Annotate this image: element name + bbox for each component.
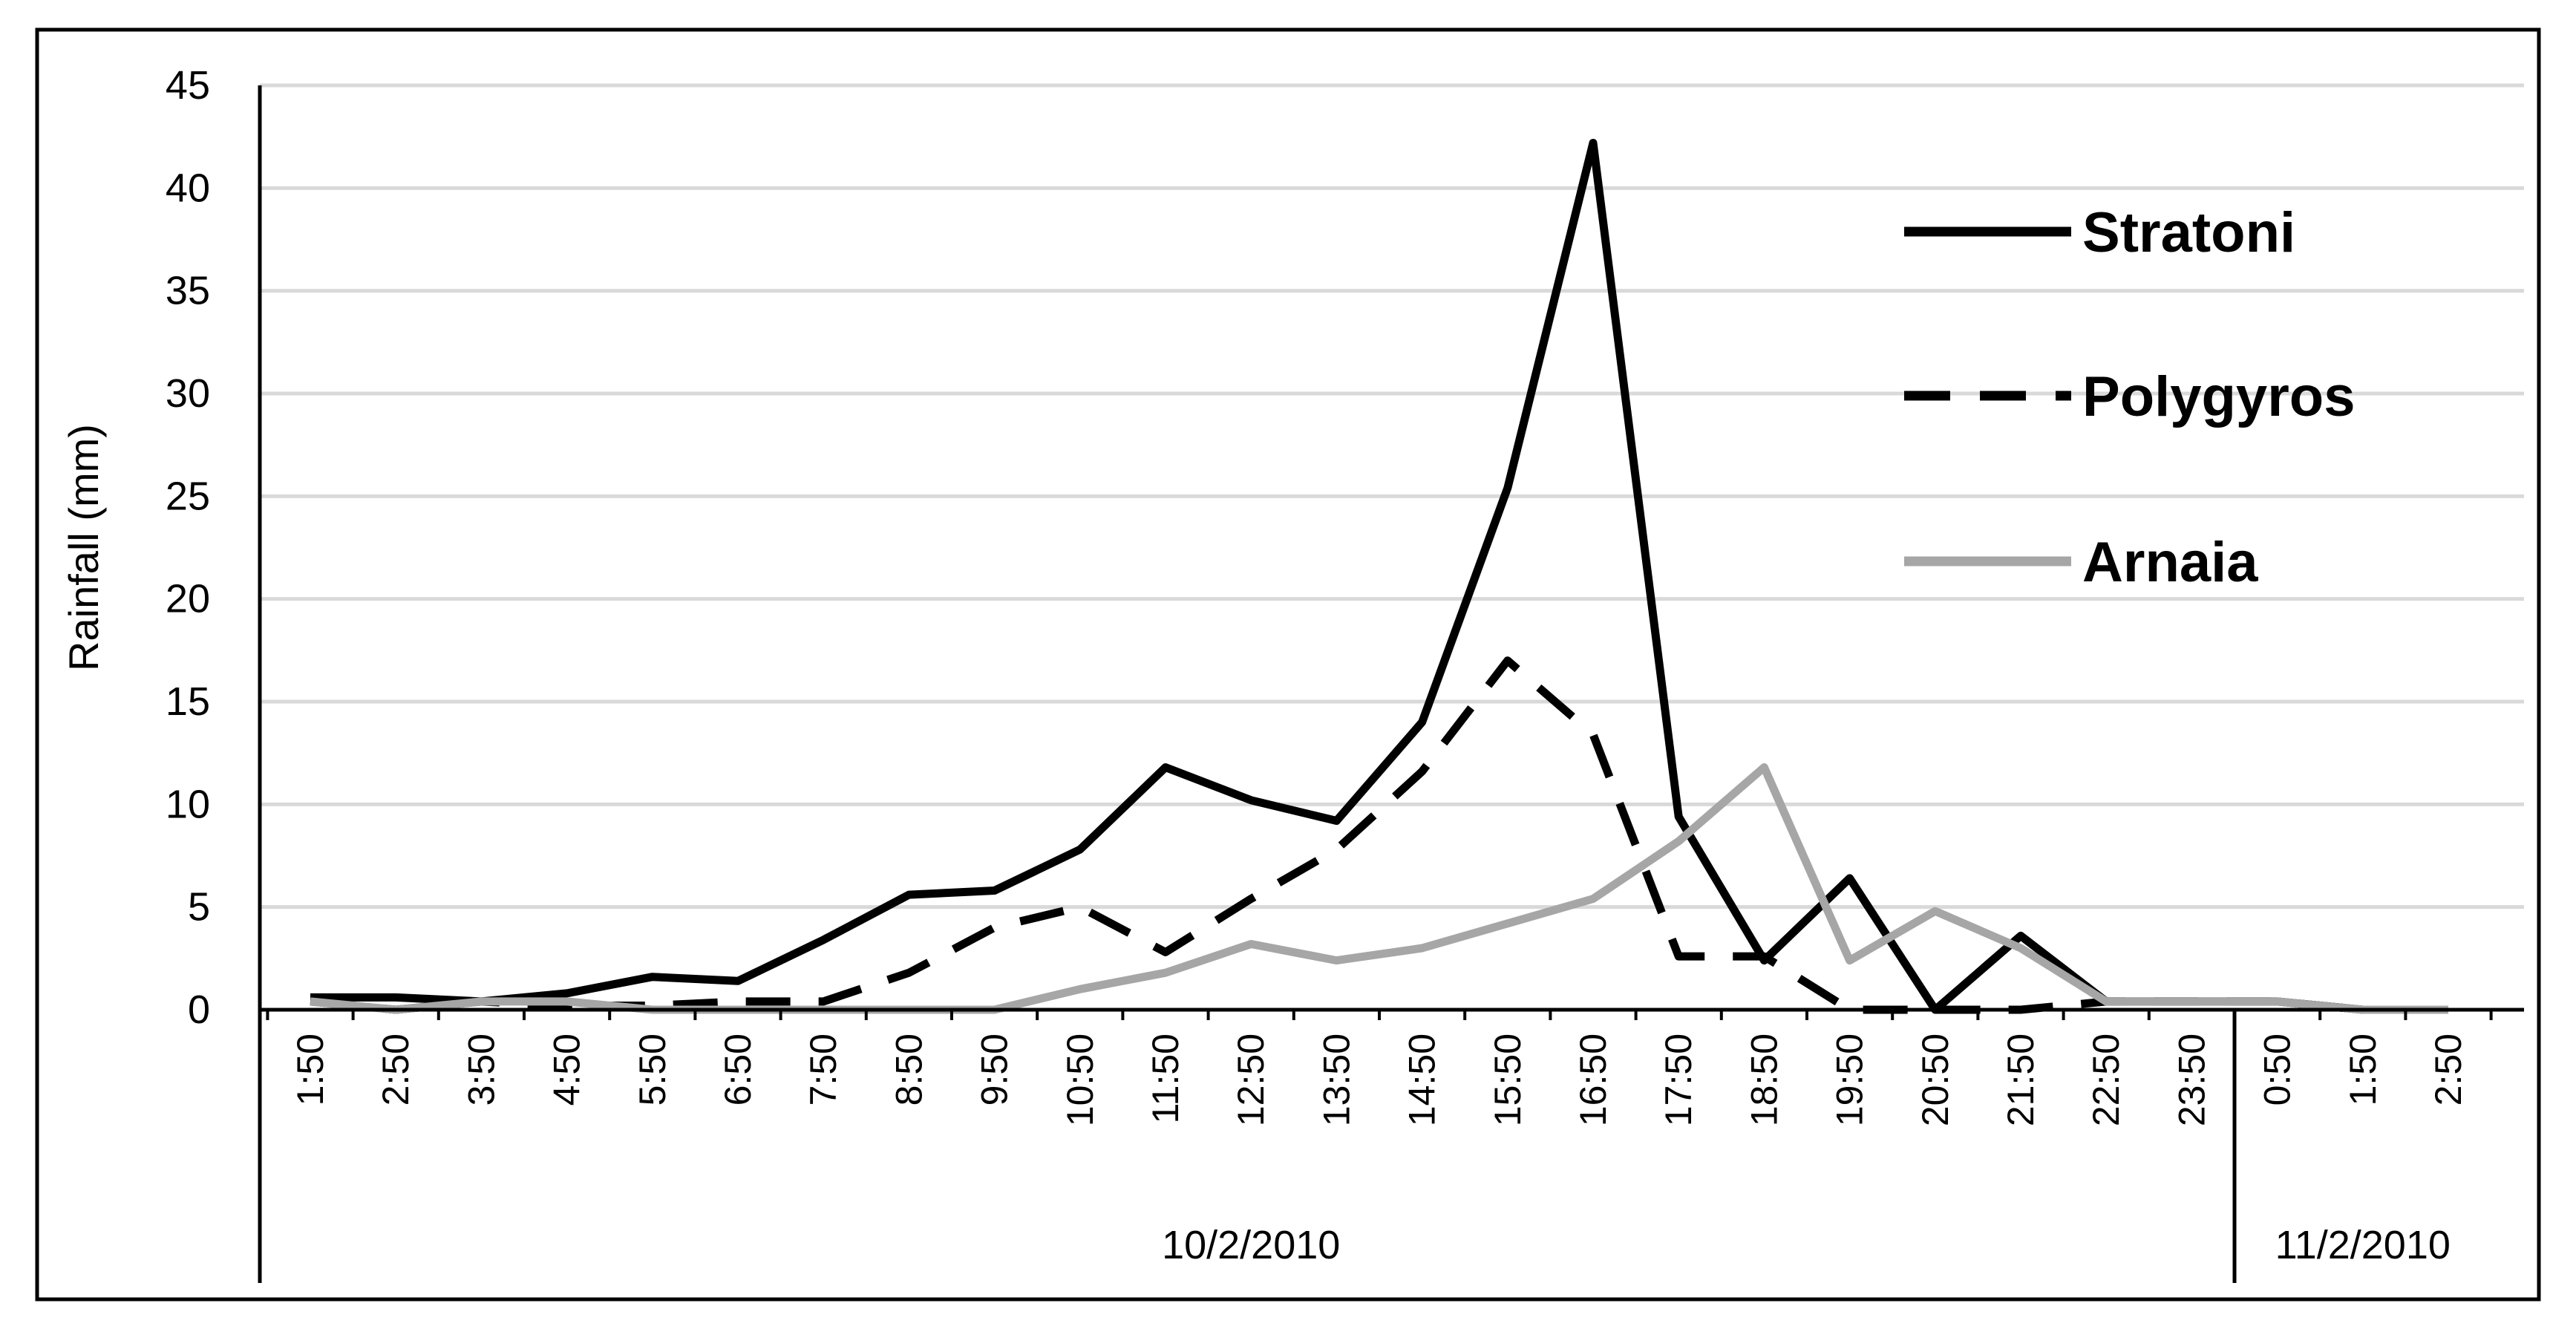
x-tick-label: 14:50 [1402,1034,1443,1126]
series-line-polygyros [310,656,2448,1014]
legend-label-arnaia: Arnaia [2082,531,2258,594]
x-tick-label: 12:50 [1230,1034,1272,1126]
y-tick-label: 15 [166,679,210,724]
x-tick-label: 23:50 [2171,1034,2212,1126]
y-tick-label: 40 [166,166,210,210]
x-tick-label: 10:50 [1059,1034,1101,1126]
x-tick-label: 2:50 [375,1034,416,1106]
legend-label-stratoni: Stratoni [2082,201,2295,264]
y-axis-label: Rainfall (mm) [60,424,107,671]
date-group-label: 11/2/2010 [2275,1223,2451,1267]
x-tick-label: 20:50 [1915,1034,1956,1126]
x-tick-label: 18:50 [1743,1034,1785,1126]
x-tick-label: 5:50 [632,1034,673,1106]
x-tick-label: 21:50 [2000,1034,2041,1126]
x-tick-label: 8:50 [888,1034,929,1106]
y-tick-label: 30 [166,371,210,416]
x-tick-label: 2:50 [2428,1034,2469,1106]
x-tick-label: 0:50 [2257,1034,2298,1106]
x-tick-label: 16:50 [1572,1034,1614,1126]
x-tick-label: 7:50 [802,1034,844,1106]
y-tick-label: 0 [188,987,210,1032]
x-tick-label: 6:50 [717,1034,759,1106]
legend-label-polygyros: Polygyros [2082,365,2355,428]
x-tick-label: 11:50 [1145,1034,1186,1123]
x-tick-label: 19:50 [1829,1034,1871,1126]
chart-border [35,27,2541,1302]
x-tick-label: 4:50 [546,1034,588,1106]
y-tick-label: 25 [166,474,210,518]
x-tick-label: 13:50 [1315,1034,1357,1126]
x-tick-label: 22:50 [2085,1034,2127,1126]
x-tick-label: 17:50 [1658,1034,1699,1126]
x-tick-label: 1:50 [2342,1034,2384,1106]
x-tick-label: 3:50 [460,1034,502,1106]
y-tick-label: 45 [166,63,210,108]
y-tick-label: 5 [188,885,210,930]
y-tick-label: 10 [166,782,210,826]
x-tick-label: 1:50 [290,1034,331,1106]
date-group-label: 10/2/2010 [1162,1223,1340,1267]
x-tick-label: 9:50 [974,1034,1016,1106]
y-tick-label: 35 [166,269,210,313]
y-tick-label: 20 [166,577,210,621]
x-tick-label: 15:50 [1487,1034,1529,1126]
